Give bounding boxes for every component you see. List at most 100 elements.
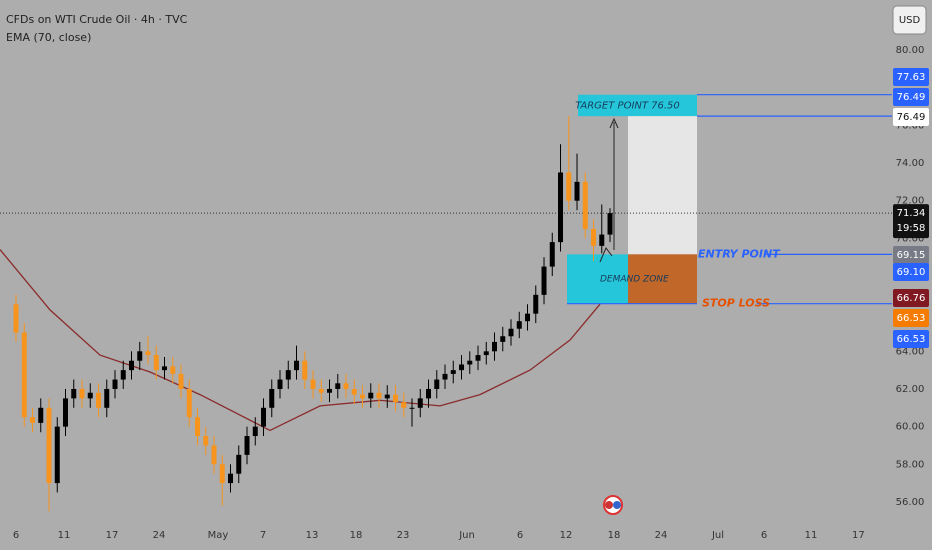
- demand-label: DEMAND ZONE: [600, 275, 669, 285]
- candle-body: [318, 388, 324, 393]
- candle-body: [335, 383, 341, 389]
- x-tick-label: Jun: [458, 530, 475, 541]
- price-label-bg: [893, 68, 929, 86]
- candle-body: [360, 394, 366, 399]
- profit-zone: [628, 116, 697, 255]
- candle-body: [459, 364, 465, 371]
- y-tick-label: 64.00: [896, 346, 925, 357]
- candle-body: [434, 379, 440, 389]
- x-tick-label: 12: [560, 530, 573, 541]
- arrow-head: [609, 117, 619, 129]
- candle-body: [252, 426, 258, 437]
- candle-body: [409, 407, 415, 409]
- candle-body: [244, 436, 250, 455]
- x-tick-label: 23: [397, 530, 410, 541]
- candle-body: [96, 392, 102, 408]
- candle-body: [574, 181, 580, 201]
- y-tick-label: 74.00: [896, 158, 925, 169]
- candle-body: [120, 370, 126, 380]
- y-tick-label: 62.00: [896, 384, 925, 395]
- candle-body: [450, 370, 456, 374]
- indicator-legend: EMA (70, close): [6, 31, 91, 44]
- candle-body: [351, 388, 357, 395]
- candle-body: [525, 313, 531, 322]
- candle-body: [112, 379, 118, 389]
- candle-body: [30, 417, 36, 423]
- candle-body: [203, 436, 209, 446]
- candle-body: [607, 213, 613, 235]
- candle-body: [294, 360, 300, 371]
- x-tick-label: 11: [805, 530, 818, 541]
- x-tick-label: 24: [153, 530, 166, 541]
- x-tick-label: 13: [306, 530, 319, 541]
- candle-body: [393, 394, 399, 403]
- candle-body: [104, 388, 110, 408]
- candle-body: [261, 407, 267, 427]
- price-label-bg: [893, 263, 929, 281]
- price-label-bg: [893, 309, 929, 327]
- projection-zigzag: [599, 247, 613, 263]
- y-tick-label: 80.00: [896, 45, 925, 56]
- x-tick-label: 18: [350, 530, 363, 541]
- stop-zone: [628, 254, 697, 304]
- price-label: 66.76: [897, 293, 926, 304]
- currency-label[interactable]: USD: [899, 15, 921, 26]
- candle-body: [21, 332, 27, 418]
- candle-body: [186, 388, 192, 418]
- candle-body: [426, 388, 432, 399]
- price-label-bg: [893, 289, 929, 307]
- x-tick-label: 17: [852, 530, 865, 541]
- candle-body: [492, 341, 498, 352]
- candle-body: [228, 473, 234, 484]
- currency-button[interactable]: [892, 5, 927, 35]
- price-label: 69.15: [897, 250, 926, 261]
- candle-body: [170, 366, 176, 374]
- candle-body: [38, 407, 44, 423]
- ema-line: [0, 249, 601, 432]
- last-price-label: 71.34: [897, 208, 926, 219]
- candle-body: [178, 373, 184, 389]
- price-label: 76.49: [897, 92, 926, 103]
- y-tick-label: 58.00: [896, 459, 925, 470]
- price-label-bg: [893, 246, 929, 264]
- candle-body: [467, 360, 473, 365]
- candle-body: [63, 398, 69, 427]
- x-tick-label: Jul: [711, 530, 724, 541]
- x-tick-label: 24: [655, 530, 668, 541]
- candle-body: [549, 242, 555, 267]
- candle-body: [87, 392, 93, 399]
- candle-body: [533, 294, 539, 314]
- candle-body: [376, 392, 382, 399]
- candle-body: [368, 392, 374, 399]
- price-label: 66.53: [897, 313, 926, 324]
- candle-body: [211, 445, 217, 465]
- target-label: TARGET POINT 76.50: [575, 100, 680, 111]
- candle-body: [582, 181, 588, 229]
- candle-body: [442, 373, 448, 380]
- candle-body: [500, 336, 506, 342]
- y-tick-label: 56.00: [896, 497, 925, 508]
- candle-body: [219, 464, 225, 484]
- x-tick-label: 6: [517, 530, 523, 541]
- candle-body: [236, 454, 242, 474]
- price-label-bg: [893, 330, 929, 348]
- x-tick-label: 7: [260, 530, 266, 541]
- y-tick-label: 70.00: [896, 233, 925, 244]
- price-label: 69.10: [897, 267, 926, 278]
- demand-zone: [567, 254, 628, 304]
- price-label: 66.53: [897, 334, 926, 345]
- target-box: [578, 94, 697, 117]
- candle-body: [54, 426, 60, 484]
- entry-label: ENTRY POINT: [698, 247, 781, 260]
- candle-body: [384, 394, 390, 399]
- event-flag: [603, 495, 623, 515]
- candle-body: [46, 407, 52, 484]
- last-price-bg: [893, 204, 929, 239]
- candle-body: [285, 370, 291, 380]
- candle-body: [302, 360, 308, 380]
- x-tick-label: 18: [608, 530, 621, 541]
- x-tick-label: 17: [106, 530, 119, 541]
- stop-label: STOP LOSS: [702, 297, 770, 310]
